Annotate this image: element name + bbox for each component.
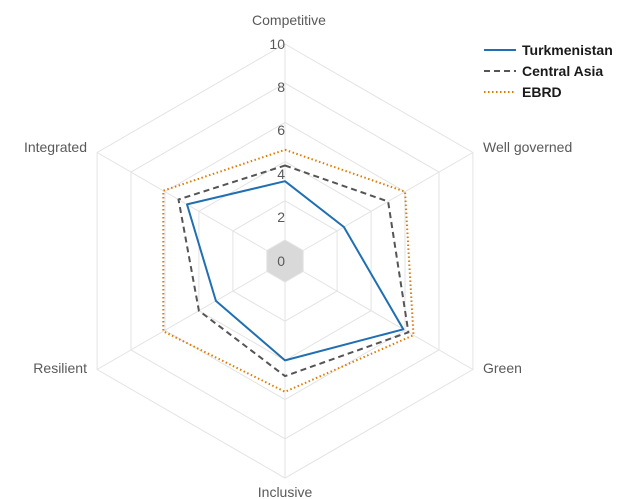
series-line-central-asia: [177, 164, 410, 378]
tick-labels: 0 2 4 6 8 10: [269, 36, 285, 269]
tick-label-6: 6: [277, 122, 285, 138]
axis-label-green: Green: [483, 360, 522, 376]
legend-label-ebrd: EBRD: [522, 84, 562, 100]
axis-spoke: [302, 271, 474, 370]
axis-spokes: [96, 44, 474, 478]
tick-label-0: 0: [277, 253, 285, 269]
series-line-turkmenistan: [186, 180, 405, 362]
tick-label-8: 8: [277, 79, 285, 95]
axis-spoke: [302, 152, 474, 251]
series-group: [162, 148, 415, 393]
legend-label-central-asia: Central Asia: [522, 63, 603, 79]
axis-spoke: [96, 271, 268, 370]
center-hexagon: [266, 240, 304, 282]
axis-label-resilient: Resilient: [33, 360, 87, 376]
axis-spoke: [96, 152, 268, 251]
tick-label-10: 10: [269, 36, 285, 52]
axis-label-competitive: Competitive: [252, 12, 326, 28]
tick-label-2: 2: [277, 209, 285, 225]
legend: Turkmenistan Central Asia EBRD: [484, 42, 613, 100]
legend-label-turkmenistan: Turkmenistan: [522, 42, 613, 58]
axis-label-inclusive: Inclusive: [258, 484, 313, 499]
tick-label-4: 4: [277, 166, 285, 182]
axis-labels: Competitive Well governed Green Inclusiv…: [24, 12, 572, 499]
axis-label-integrated: Integrated: [24, 139, 87, 155]
axis-label-well-governed: Well governed: [483, 139, 572, 155]
